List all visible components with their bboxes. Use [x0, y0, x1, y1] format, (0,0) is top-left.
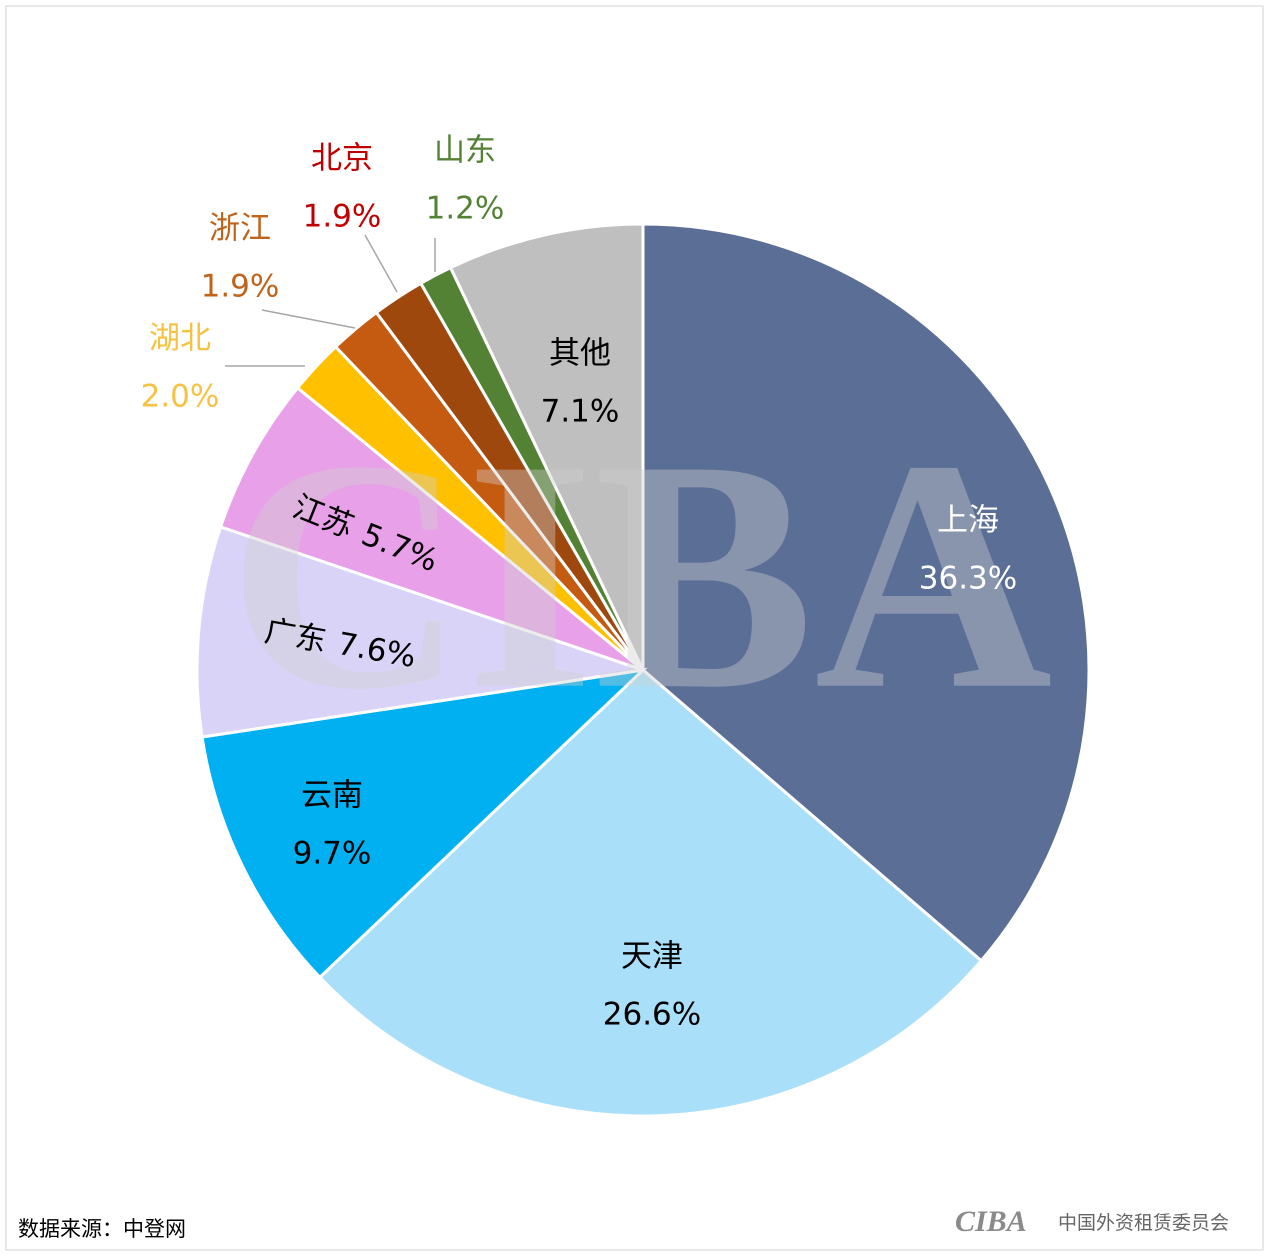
value-label: 9.7% — [293, 836, 372, 872]
leader-line — [261, 309, 356, 329]
category-label: 天津 — [621, 939, 683, 975]
category-label: 其他 — [549, 336, 611, 372]
leader-line — [364, 234, 398, 293]
category-label: 山东 — [434, 133, 496, 169]
pie-slice — [641, 222, 1091, 963]
value-label: 7.1% — [541, 394, 620, 430]
watermark: CIBA — [227, 393, 1052, 758]
category-label: 湖北 — [149, 321, 211, 357]
value-label: 36.3% — [919, 561, 1017, 597]
value-label: 2.0% — [141, 379, 220, 415]
pie-slice — [195, 524, 644, 739]
value-label: 1.9% — [201, 269, 280, 305]
pie-slice — [317, 667, 984, 1118]
pie-slice — [448, 222, 645, 671]
value-label: 26.6% — [603, 997, 701, 1033]
logo-text: 中国外资租赁委员会 — [1058, 1212, 1229, 1234]
category-label: 云南 — [301, 778, 363, 814]
category-label: 北京 — [311, 141, 373, 177]
category-label: 上海 — [937, 503, 999, 539]
pie-slice — [200, 667, 648, 980]
value-label: 1.9% — [303, 199, 382, 235]
logo: CIBA — [955, 1205, 1027, 1238]
value-label: 1.2% — [426, 191, 505, 227]
pie — [195, 222, 1091, 1118]
source-note: 数据来源：中登网 — [18, 1217, 186, 1241]
category-label: 浙江 — [209, 211, 271, 247]
pie-slice — [218, 385, 644, 672]
